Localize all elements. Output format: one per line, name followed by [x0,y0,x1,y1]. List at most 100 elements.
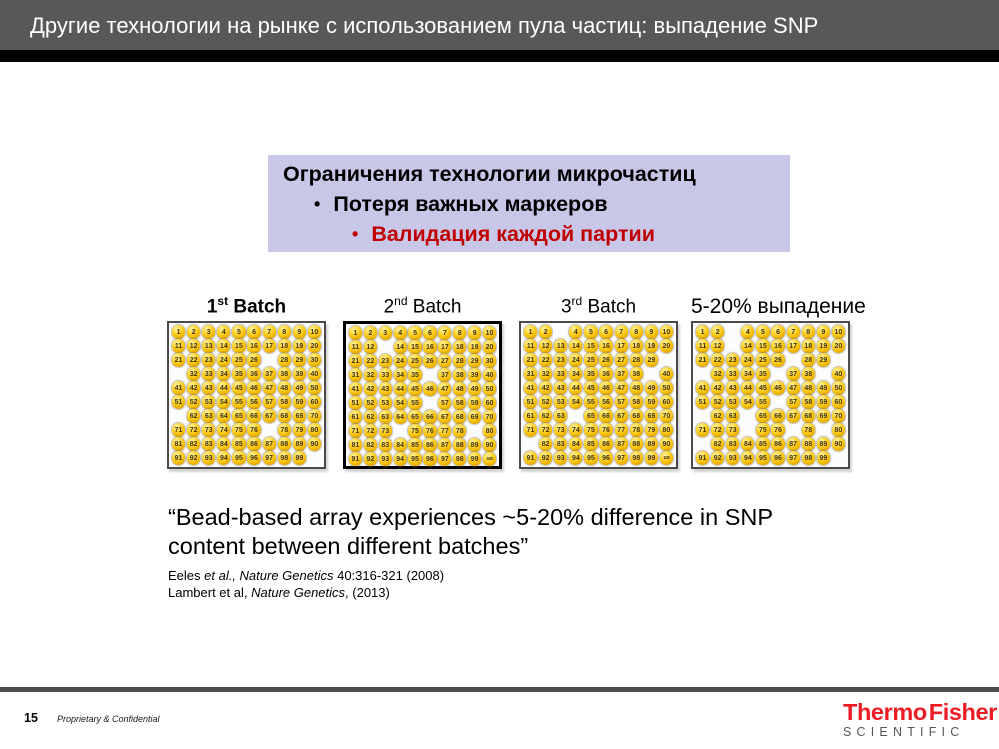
bead-45: 45 [408,382,422,396]
bead-91: 91 [523,451,538,465]
bead-79: 79 [292,423,306,437]
bead-84: 84 [217,437,231,451]
bead-cell: 85 [583,437,598,451]
bead-42: 42 [187,381,201,395]
bead-66: 66 [247,409,261,423]
bead-cell: 10 [482,326,497,340]
bead-cell: 23 [201,353,216,367]
bead-cell: 38 [452,368,467,382]
bead-83: 83 [202,437,216,451]
bead-cell: 12 [538,339,553,353]
bead-67: 67 [614,409,628,423]
bead-95: 95 [756,451,770,465]
bead-97: 97 [786,451,800,465]
bead-95: 95 [408,452,422,466]
bead-cell: 92 [538,451,553,465]
bead-67: 67 [262,409,276,423]
bead-3: 3 [378,326,392,340]
bead-cell: 91 [348,452,363,466]
bead-19: 19 [816,339,830,353]
bead-cell: 6 [599,325,614,339]
bead-66: 66 [599,409,613,423]
bead-cell: 27 [437,354,452,368]
bead-cell: 40 [831,367,846,381]
bead-94: 94 [217,451,231,465]
bead-cell: 54 [568,395,583,409]
bead-cell: 89 [644,437,659,451]
bead-cell: 19 [644,339,659,353]
bead-75: 75 [232,423,246,437]
bead-95: 95 [584,451,598,465]
bead-44: 44 [741,381,755,395]
bead-cell: 87 [614,437,629,451]
bead-5: 5 [756,325,770,339]
bead-cell: 11 [171,339,186,353]
bead-15: 15 [756,339,770,353]
bead-cell: 29 [467,354,482,368]
bead-91: 91 [171,451,186,465]
bead-cell: 48 [801,381,816,395]
bead-cell: 51 [171,395,186,409]
bead-cell: 61 [348,410,363,424]
bead-cell: 95 [231,451,246,465]
bead-cell: 58 [629,395,644,409]
bead-38: 38 [801,367,815,381]
bead-cell: 49 [292,381,307,395]
bead-60: 60 [307,395,322,409]
bead-5: 5 [584,325,598,339]
bead-cell: 25 [408,354,423,368]
bead-cell: 97 [262,451,277,465]
bead-cell: 33 [725,367,740,381]
bead-19: 19 [292,339,306,353]
bead-cell: 19 [816,339,831,353]
bead-cell: 32 [186,367,201,381]
bead-cell: 60 [482,396,497,410]
bead-23: 23 [202,353,216,367]
bead-18: 18 [277,339,291,353]
bead-94: 94 [569,451,583,465]
bead-99: 99 [468,452,482,466]
bead-92: 92 [187,451,201,465]
bead-cell: 95 [755,451,770,465]
bead-cell: 53 [553,395,568,409]
bead-22: 22 [539,353,553,367]
bead-cell: 54 [393,396,408,410]
bead-cell: 36 [599,367,614,381]
batch-3-label-sup: rd [571,294,583,308]
bead-29: 29 [644,353,658,367]
batch-2-label-text: 2 [383,296,395,318]
bead-cell: 39 [292,367,307,381]
bead-cell: 72 [186,423,201,437]
bead-cell: 49 [644,381,659,395]
bead-cell: 76 [422,424,437,438]
bead-65: 65 [408,410,422,424]
bead-13: 13 [554,339,568,353]
bead-cell: 50 [482,382,497,396]
bead-31: 31 [523,367,538,381]
bead-92: 92 [711,451,725,465]
bead-cell: 94 [393,452,408,466]
bead-24: 24 [393,354,407,368]
bead-55: 55 [584,395,598,409]
bead-42: 42 [711,381,725,395]
bead-96: 96 [599,451,613,465]
bead-21: 21 [523,353,538,367]
bead-86: 86 [599,437,613,451]
bead-60: 60 [482,396,497,410]
bead-73: 73 [554,423,568,437]
bead-cell: 87 [786,437,801,451]
bead-cell: 98 [629,451,644,465]
bead-cell: 69 [644,409,659,423]
bead-59: 59 [816,395,830,409]
bead-cell: 97 [786,451,801,465]
bead-70: 70 [482,410,497,424]
bead-cell: 63 [553,409,568,423]
bead-1: 1 [348,326,363,340]
bead-6: 6 [771,325,785,339]
bead-96: 96 [247,451,261,465]
bead-cell: 2 [186,325,201,339]
bead-cell: 37 [786,367,801,381]
bead-cell: 17 [262,339,277,353]
bead-12: 12 [711,339,725,353]
